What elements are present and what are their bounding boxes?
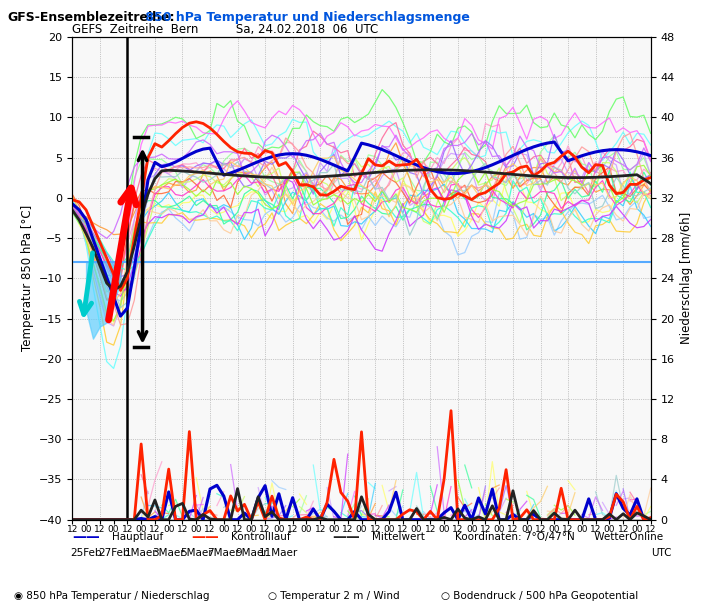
Text: 7Maer: 7Maer <box>208 548 240 558</box>
Text: Mittelwert: Mittelwert <box>372 532 425 542</box>
Text: 9Maer: 9Maer <box>235 548 268 558</box>
Text: ——: —— <box>72 530 100 544</box>
Y-axis label: Niederschlag [mm/6h]: Niederschlag [mm/6h] <box>680 212 693 344</box>
Text: Koordinaten: 7°O/47°N      WetterOnline: Koordinaten: 7°O/47°N WetterOnline <box>455 532 664 542</box>
Text: 1Maer: 1Maer <box>125 548 158 558</box>
Text: ◉ 850 hPa Temperatur / Niederschlag: ◉ 850 hPa Temperatur / Niederschlag <box>14 592 210 601</box>
Text: Kontrolllauf: Kontrolllauf <box>231 532 291 542</box>
Text: ○ Temperatur 2 m / Wind: ○ Temperatur 2 m / Wind <box>268 592 399 601</box>
Text: 3Maer: 3Maer <box>153 548 185 558</box>
Text: GEFS  Zeitreihe  Bern          Sa, 24.02.2018  06  UTC: GEFS Zeitreihe Bern Sa, 24.02.2018 06 UT… <box>72 23 379 36</box>
Text: 5Maer: 5Maer <box>180 548 213 558</box>
Text: 850 hPa Temperatur und Niederschlagsmenge: 850 hPa Temperatur und Niederschlagsmeng… <box>141 11 470 24</box>
Text: Hauptlauf: Hauptlauf <box>112 532 163 542</box>
Text: GFS-Ensemblezeitreihe:: GFS-Ensemblezeitreihe: <box>7 11 175 24</box>
Text: ——: —— <box>192 530 219 544</box>
Text: 25Feb: 25Feb <box>70 548 102 558</box>
Text: ○ Bodendruck / 500 hPa Geopotential: ○ Bodendruck / 500 hPa Geopotential <box>441 592 638 601</box>
Text: UTC: UTC <box>651 548 671 558</box>
Text: 27Feb: 27Feb <box>98 548 129 558</box>
Text: ——: —— <box>333 530 360 544</box>
Text: 11Maer: 11Maer <box>260 548 299 558</box>
Y-axis label: Temperatur 850 hPa [°C]: Temperatur 850 hPa [°C] <box>20 205 33 351</box>
